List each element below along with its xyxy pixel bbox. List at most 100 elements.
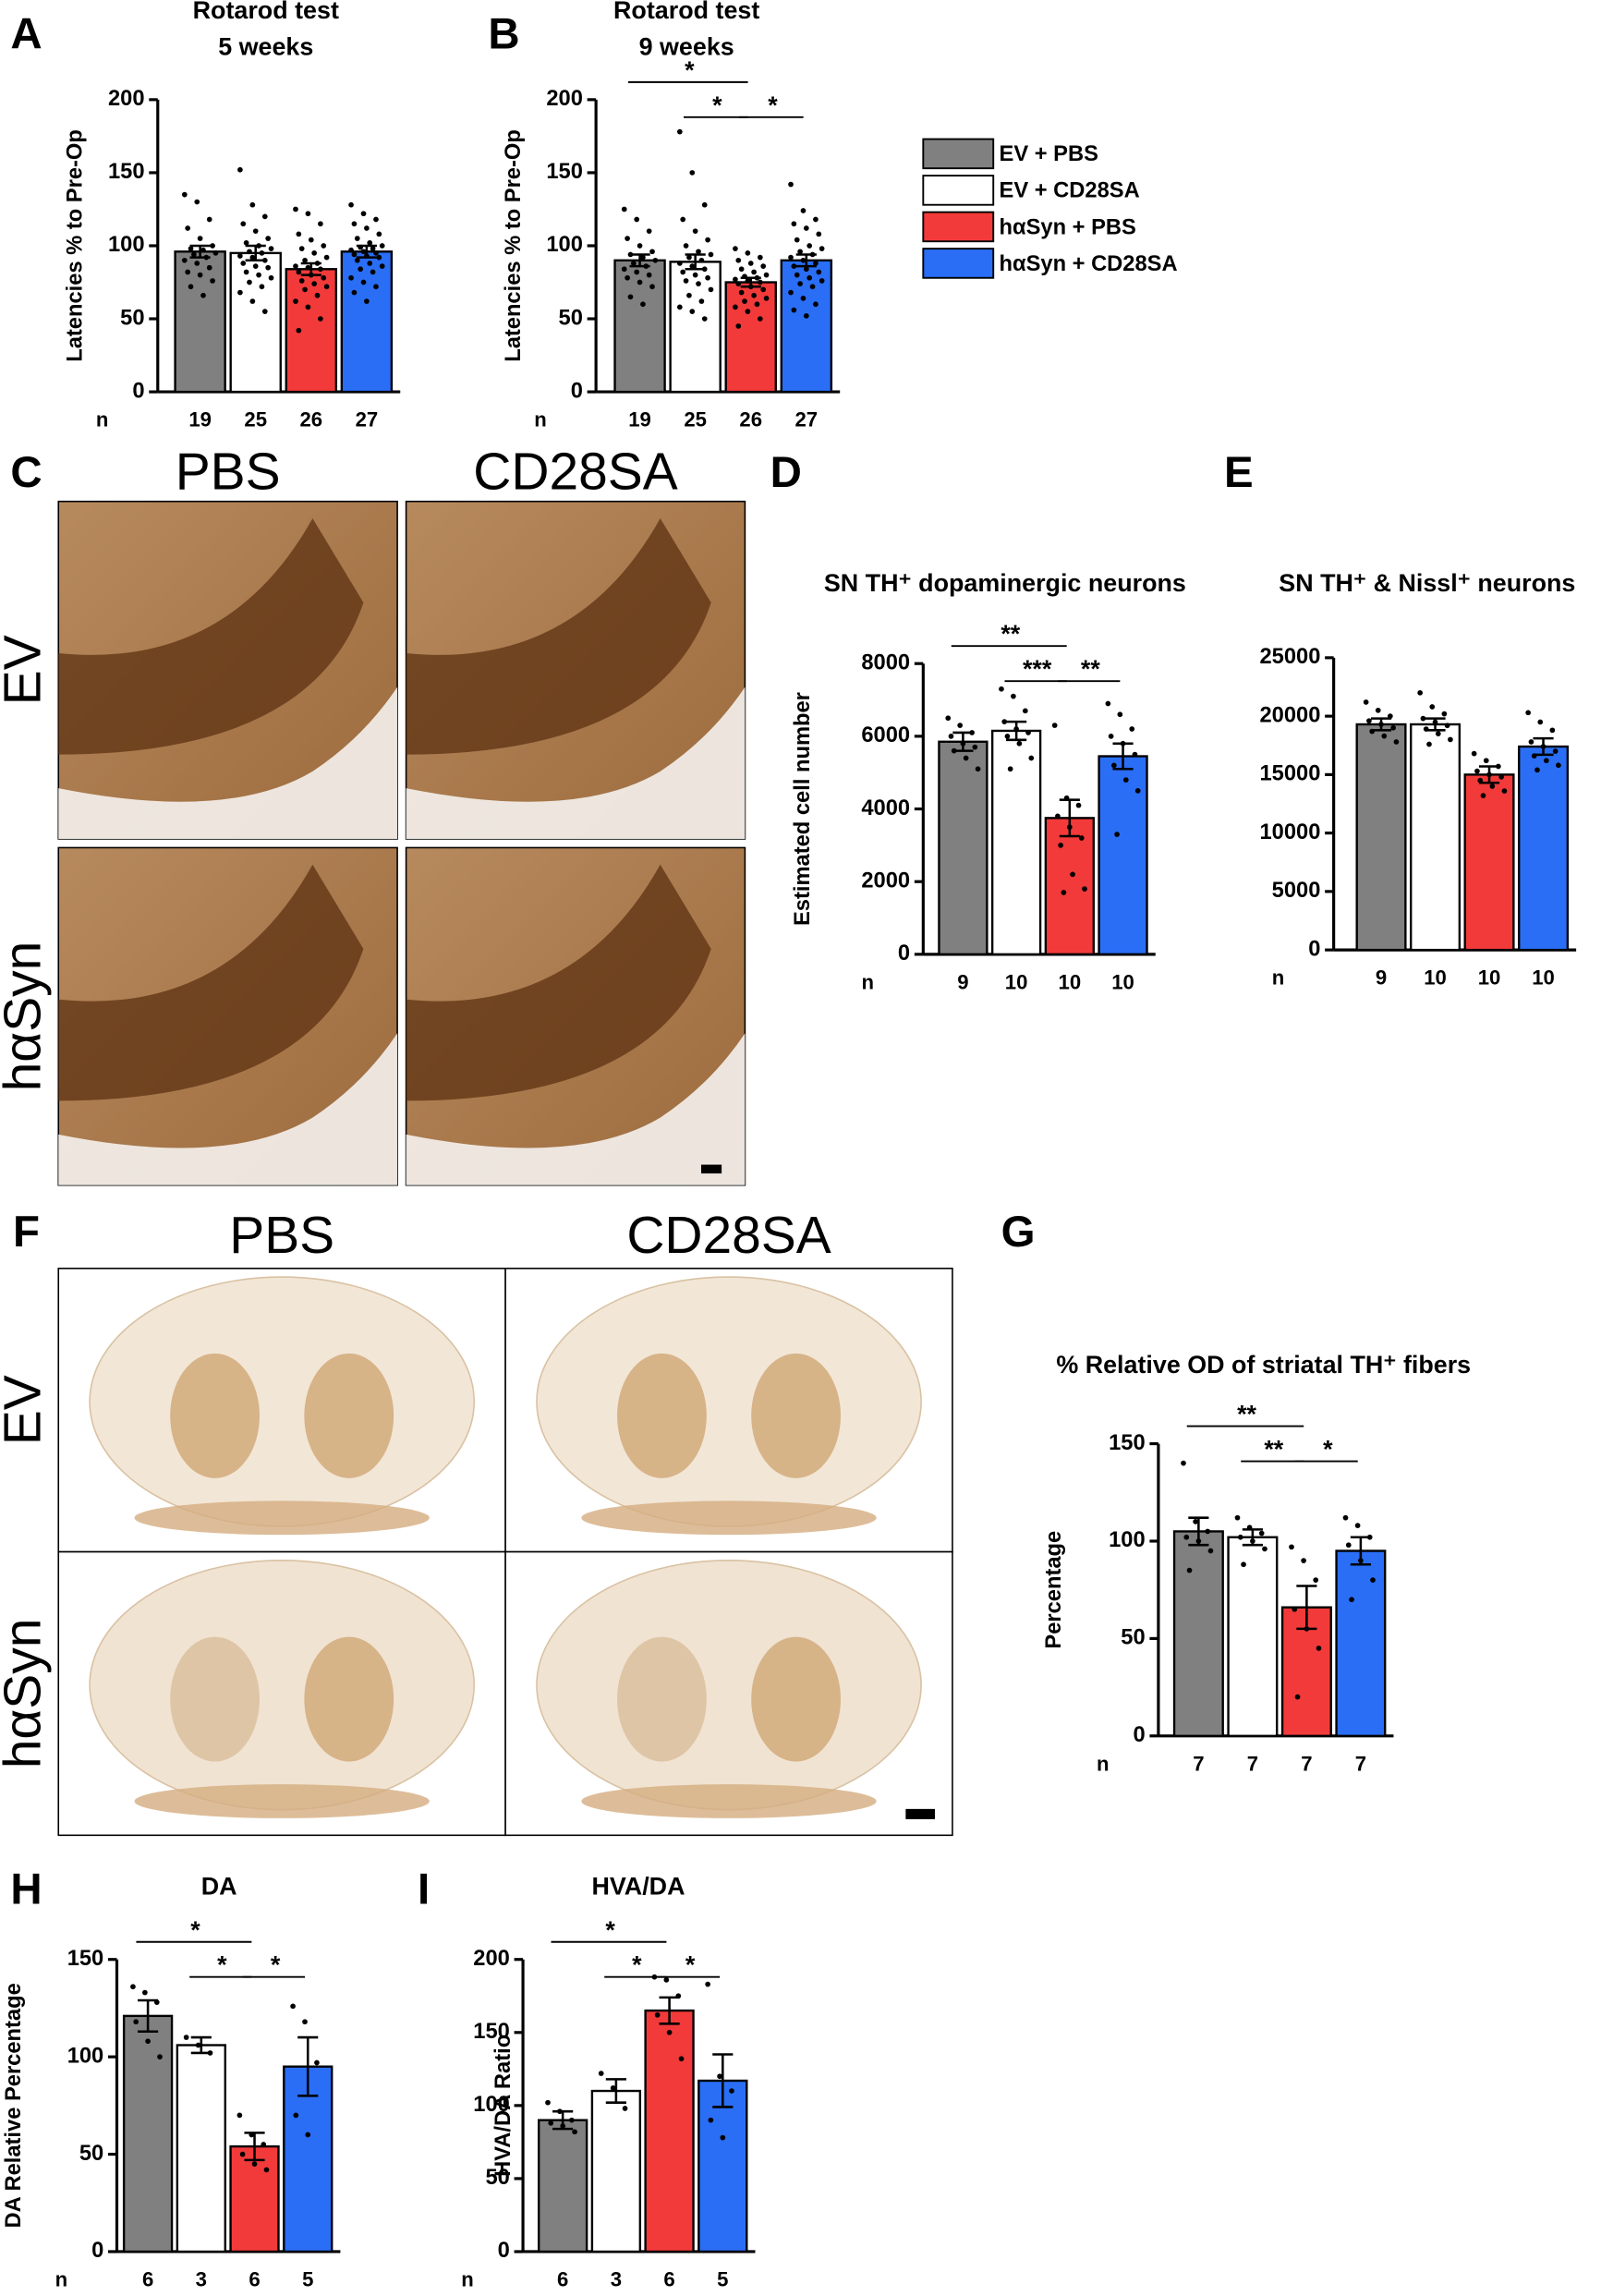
error-bar	[629, 253, 650, 268]
data-point	[373, 284, 379, 290]
data-point	[296, 269, 302, 275]
error-bar	[1242, 1528, 1263, 1547]
data-point	[268, 274, 274, 281]
data-point	[1028, 755, 1035, 761]
n-value: 10	[1059, 970, 1082, 993]
panel-letter: E	[1224, 448, 1254, 497]
data-point	[259, 250, 265, 256]
data-point	[1435, 731, 1441, 736]
y-tick-label: 50	[559, 306, 583, 330]
data-point	[293, 2112, 299, 2119]
data-point	[1363, 699, 1369, 705]
data-point	[305, 2132, 311, 2138]
data-point	[305, 304, 311, 310]
n-value: 7	[1193, 1752, 1204, 1775]
data-point	[1055, 813, 1061, 820]
data-point	[610, 2085, 616, 2091]
data-point	[305, 264, 311, 271]
n-label: n	[461, 2267, 474, 2290]
data-point	[654, 2011, 661, 2018]
bar	[1355, 723, 1407, 952]
bar	[697, 2079, 748, 2253]
data-point	[791, 221, 797, 227]
error-bar	[1188, 1516, 1209, 1547]
data-point	[957, 723, 964, 728]
data-point	[637, 243, 643, 249]
data-point	[1051, 723, 1058, 728]
bar	[1172, 1530, 1224, 1737]
data-point	[1498, 774, 1504, 780]
data-point	[354, 257, 360, 263]
y-tick-label: 100	[473, 2093, 510, 2117]
striatum	[751, 1353, 841, 1478]
n-value: 27	[795, 408, 819, 431]
y-axis-label: Latencies % to Pre-Op	[502, 129, 526, 362]
data-point	[206, 264, 212, 271]
data-point	[373, 250, 379, 256]
data-point	[1501, 788, 1508, 794]
data-point	[692, 228, 698, 235]
data-point	[1390, 724, 1396, 731]
data-point	[708, 251, 714, 258]
data-point	[999, 686, 1004, 692]
data-point	[816, 231, 822, 237]
n-value: 6	[557, 2267, 568, 2290]
data-point	[351, 221, 358, 227]
data-point	[1444, 723, 1450, 729]
data-point	[1349, 1597, 1354, 1603]
data-point	[800, 257, 807, 263]
data-point	[1381, 733, 1388, 739]
data-point	[751, 269, 757, 275]
row-label: EV	[0, 635, 52, 705]
striatum	[304, 1636, 394, 1762]
data-point	[1345, 1542, 1352, 1549]
data-point	[133, 2019, 139, 2025]
chart-subtitle: 9 weeks	[639, 33, 734, 61]
data-point	[1186, 1567, 1193, 1573]
data-point	[240, 221, 247, 227]
bar	[285, 268, 338, 394]
bar	[229, 251, 282, 394]
data-point	[788, 181, 794, 188]
data-point	[692, 272, 698, 278]
data-point	[157, 2054, 163, 2059]
data-point	[268, 246, 274, 251]
data-point	[379, 243, 385, 249]
data-point	[733, 246, 738, 251]
legend-label: hαSyn + CD28SA	[1000, 252, 1178, 276]
y-tick-label: 8000	[861, 650, 910, 674]
data-point	[1294, 1694, 1301, 1700]
significance-label: *	[632, 1951, 642, 1979]
y-tick-label: 150	[546, 160, 583, 184]
background-area	[58, 1033, 398, 1185]
n-value: 7	[1301, 1752, 1312, 1775]
error-bar	[605, 2078, 626, 2104]
data-point	[803, 313, 809, 319]
legend-label: EV + CD28SA	[1000, 179, 1140, 203]
data-point	[1549, 727, 1556, 734]
panel-letter: D	[770, 448, 802, 497]
significance-label: **	[1081, 655, 1100, 683]
data-point	[698, 257, 705, 263]
n-value: 9	[957, 970, 968, 993]
data-point	[1011, 693, 1016, 699]
data-point	[252, 228, 259, 235]
data-point	[181, 257, 188, 263]
n-value: 10	[1532, 966, 1555, 990]
data-point	[763, 296, 770, 301]
data-point	[302, 286, 308, 293]
data-point	[367, 239, 373, 246]
data-point	[754, 301, 760, 308]
error-bar	[659, 1996, 680, 2025]
error-bar	[1350, 1536, 1371, 1566]
y-tick-label: 20000	[1259, 703, 1320, 727]
data-point	[1534, 767, 1540, 773]
significance-label: *	[190, 1916, 200, 1944]
y-tick-label: 0	[1133, 1723, 1145, 1747]
data-point	[738, 289, 745, 296]
data-point	[370, 269, 376, 275]
brain-section	[89, 1276, 476, 1527]
legend-swatch	[922, 175, 995, 206]
data-point	[701, 316, 708, 322]
data-point	[314, 292, 321, 298]
